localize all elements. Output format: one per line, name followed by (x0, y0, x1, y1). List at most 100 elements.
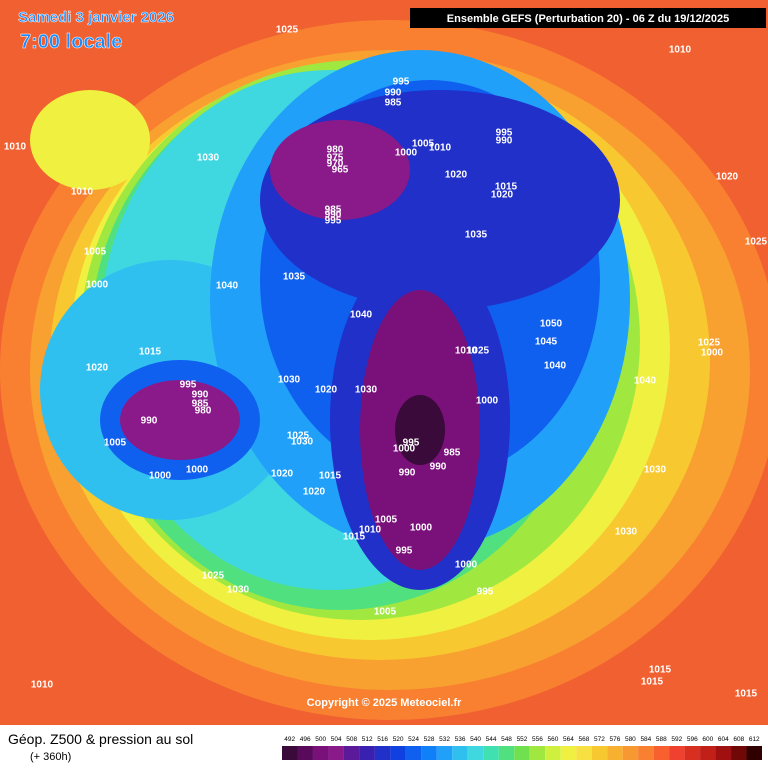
legend-label: 584 (640, 736, 651, 743)
legend-label: 604 (718, 736, 729, 743)
legend-swatch (560, 746, 577, 760)
isobar-label: 1020 (271, 469, 294, 480)
isobar-label: 1025 (276, 25, 299, 36)
isobar-label: 1040 (350, 310, 373, 321)
isobar-label: 1000 (476, 396, 499, 407)
legend-swatch (529, 746, 546, 760)
run-info: Ensemble GEFS (Perturbation 20) - 06 Z d… (447, 13, 729, 25)
legend-label: 564 (563, 736, 574, 743)
legend-swatch (607, 746, 623, 760)
isobar-label: 965 (332, 165, 349, 176)
isobar-label: 1030 (278, 375, 301, 386)
legend-label: 512 (362, 736, 373, 743)
isobar-label: 1015 (495, 182, 518, 193)
isobar-label: 1015 (343, 532, 366, 543)
isobar-label: 1015 (139, 347, 162, 358)
legend-swatch (715, 746, 732, 760)
legend-label: 532 (439, 736, 450, 743)
legend-swatch (576, 746, 592, 760)
isobar-label: 1030 (615, 527, 638, 538)
isobar-label: 1025 (745, 237, 768, 248)
isobar-label: 1010 (429, 143, 452, 154)
legend-label: 552 (517, 736, 528, 743)
isobar-label: 995 (325, 216, 342, 227)
isobar-label: 995 (477, 587, 494, 598)
legend-swatch (467, 746, 484, 760)
legend-label: 600 (702, 736, 713, 743)
isobar-label: 1005 (412, 139, 435, 150)
legend-swatch (622, 746, 639, 760)
legend-label: 504 (331, 736, 342, 743)
isobar-label: 1020 (303, 487, 326, 498)
legend-label: 608 (733, 736, 744, 743)
legend-swatch (421, 746, 437, 760)
legend-label: 516 (377, 736, 388, 743)
legend-label: 572 (594, 736, 605, 743)
isobar-label: 995 (180, 380, 197, 391)
isobar-label: 1010 (31, 680, 54, 691)
isobar-label: 1040 (216, 281, 239, 292)
copyright: Copyright © 2025 Meteociel.fr (307, 697, 463, 709)
isobar-label: 1025 (467, 346, 490, 357)
legend-swatch (591, 746, 608, 760)
legend-swatch (746, 746, 762, 760)
isobar-label: 1025 (698, 338, 721, 349)
legend-label: 520 (393, 736, 404, 743)
legend-label: 576 (609, 736, 620, 743)
isobar-label: 980 (195, 406, 212, 417)
isobar-label: 1010 (4, 142, 27, 153)
isobar-label: 1010 (455, 346, 478, 357)
isobar-label: 1010 (71, 187, 94, 198)
forecast-date: Samedi 3 janvier 2026 (18, 9, 174, 26)
legend-swatch (343, 746, 360, 760)
isobar-label: 990 (192, 390, 209, 401)
legend-swatch (312, 746, 329, 760)
isobar-label: 970 (327, 159, 344, 170)
legend-label: 588 (656, 736, 667, 743)
isobar-label: 1000 (393, 444, 416, 455)
legend-label: 500 (315, 736, 326, 743)
isobar-label: 1000 (186, 465, 209, 476)
legend-label: 544 (486, 736, 497, 743)
isobar-label: 980 (327, 145, 344, 156)
legend-swatch (390, 746, 406, 760)
isobar-label: 1020 (86, 363, 109, 374)
isobar-label: 1010 (359, 525, 382, 536)
isobar-label: 1030 (355, 385, 378, 396)
isobar-label: 995 (403, 438, 420, 449)
isobar-label: 1020 (445, 170, 468, 181)
legend-swatch (328, 746, 344, 760)
legend-swatch (653, 746, 670, 760)
legend-swatch (638, 746, 654, 760)
isobar-label: 990 (430, 462, 447, 473)
legend-label: 596 (687, 736, 698, 743)
isobar-label: 1015 (735, 689, 758, 700)
legend-swatch (405, 746, 422, 760)
isobar-label: 1000 (86, 280, 109, 291)
isobar-label: 1030 (197, 153, 220, 164)
isobar-label: 990 (325, 210, 342, 221)
isobar-label: 1000 (395, 148, 418, 159)
map-background (0, 0, 768, 725)
isobar-label: 1005 (374, 607, 397, 618)
isobar-label: 990 (141, 416, 158, 427)
isobar-label: 1045 (535, 337, 558, 348)
legend-label: 568 (579, 736, 590, 743)
legend-swatch (452, 746, 468, 760)
legend-label: 560 (548, 736, 559, 743)
isobar-label: 1000 (410, 523, 433, 534)
legend-swatch (374, 746, 391, 760)
footer-range: (+ 360h) (30, 751, 71, 763)
legend-swatch (498, 746, 515, 760)
isobar-label: 990 (496, 136, 513, 147)
isobar-label: 995 (393, 77, 410, 88)
isobar-label: 995 (396, 546, 413, 557)
forecast-time: 7:00 locale (20, 31, 122, 53)
isobar-label: 1010 (669, 45, 692, 56)
legend-swatch (297, 746, 313, 760)
isobar-label: 985 (192, 399, 209, 410)
isobar-label: 1000 (455, 560, 478, 571)
isobar-label: 1030 (644, 465, 667, 476)
isobar-label: 1035 (465, 230, 488, 241)
isobar-label: 1025 (202, 571, 225, 582)
